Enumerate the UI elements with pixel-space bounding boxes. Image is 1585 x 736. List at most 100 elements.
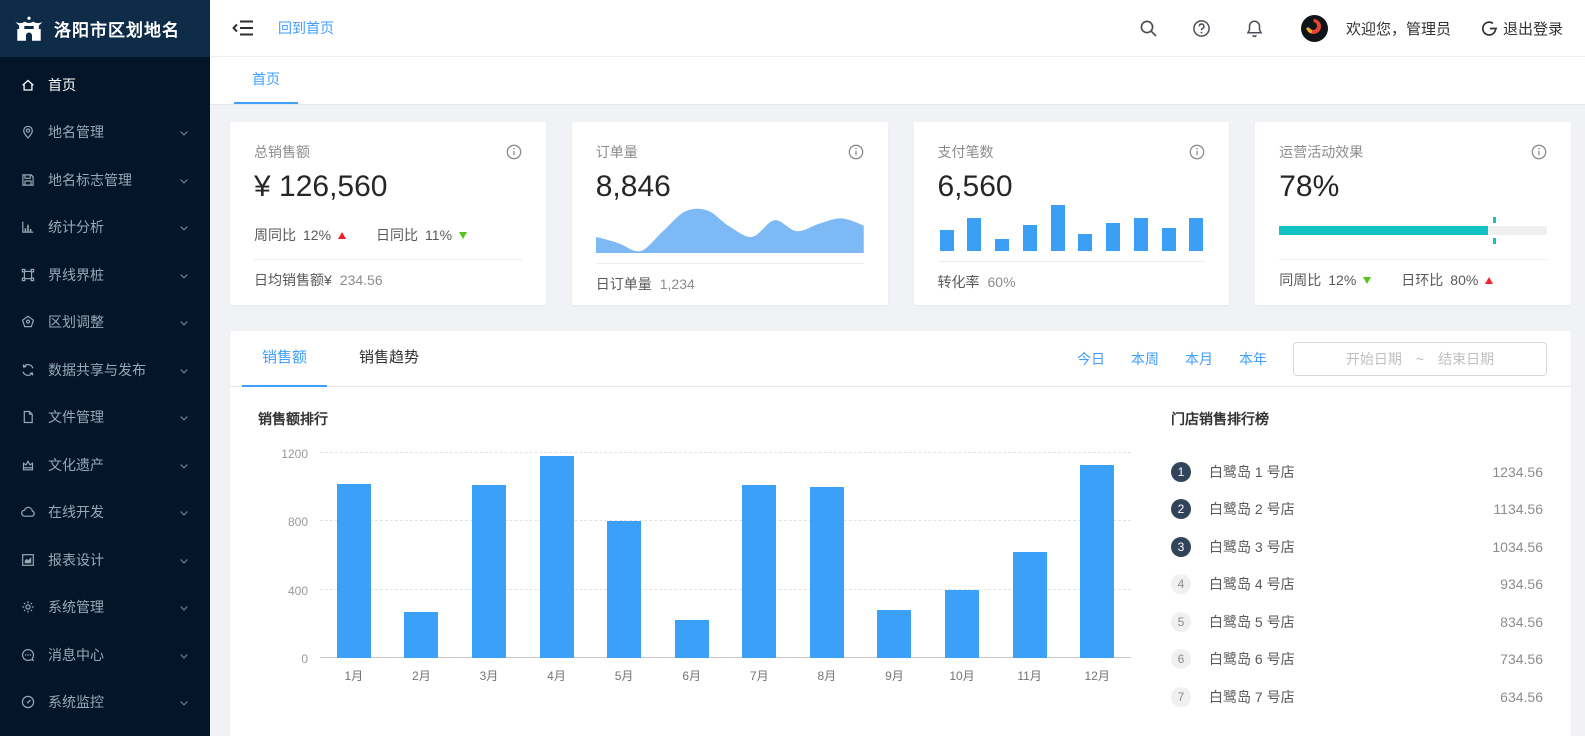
tab-home[interactable]: 首页 [234,57,298,104]
bar-2月 [404,611,439,658]
footer-label: 转化率 [937,274,980,290]
rank-row-1: 1 白鹭岛 1 号店 1234.56 [1171,453,1543,491]
rank-badge: 1 [1171,461,1191,482]
sidebar-menu: 首页地名管理 地名标志管理统计分析界线界桩 区划调整数据共享与发布文件管理文化遗产在… [0,57,210,736]
sidebar-item-pentagon[interactable]: 区划调整 [0,299,210,347]
tab-sales-trend[interactable]: 销售趋势 [359,348,420,366]
quick-link-本月[interactable]: 本月 [1185,350,1213,367]
sidebar-item-label: 在线开发 [48,504,104,521]
start-date-placeholder[interactable]: 开始日期 [1345,350,1402,367]
store-rank-list: 1 白鹭岛 1 号店 1234.56 2 白鹭岛 2 号店 1134.56 3 白鹭岛 3 号… [1171,453,1543,716]
chevron-down-icon [178,459,190,471]
sidebar-item-label: 首页 [48,76,76,93]
trend-label: 周同比 [254,227,296,243]
bar-slot [996,453,1064,658]
store-sales-value: 634.56 [1500,688,1543,705]
card-value: 6,560 [937,170,1013,203]
sidebar-item-gear[interactable]: 系统管理 [0,584,210,632]
store-name: 白鹭岛 2 号店 [1209,501,1295,518]
gridline: 800 [288,515,1131,529]
date-range-picker[interactable]: 开始日期 ~ 结束日期 [1293,341,1547,376]
bar-slot [523,453,591,658]
bar-slot [793,453,861,658]
topbar: 回到首页 欢迎您，管理员 [210,0,1585,57]
arrow-up-icon [338,231,347,239]
cloud-icon [20,504,36,520]
quick-link-本周[interactable]: 本周 [1131,350,1159,367]
quick-link-本年[interactable]: 本年 [1239,350,1267,367]
end-date-placeholder[interactable]: 结束日期 [1438,350,1495,367]
rank-badge: 2 [1171,499,1191,520]
card-footer: 转化率 60% [937,261,1206,292]
chevron-down-icon [178,221,190,233]
sidebar-item-label: 统计分析 [48,219,104,236]
x-tick-label: 9月 [885,669,904,683]
sidebar-item-save[interactable]: 地名标志管理 [0,156,210,204]
card-total-sales: 总销售额 ¥ 126,560 周同比 12% 日同比 11% 日均销售额¥ 234.5… [230,122,546,305]
stat-cards-row: 总销售额 ¥ 126,560 周同比 12% 日同比 11% 日均销售额¥ 234.5… [230,122,1571,305]
sidebar-item-file[interactable]: 文件管理 [0,394,210,442]
main-column: 回到首页 欢迎您，管理员 [210,0,1585,736]
info-icon[interactable] [1189,144,1205,160]
x-tick-label: 7月 [749,669,769,683]
search-icon[interactable] [1139,19,1158,38]
card-payments: 支付笔数 6,560 转化率 60% [913,122,1230,305]
sidebar-item-label: 文化遗产 [48,456,104,473]
date-range-separator: ~ [1415,350,1425,367]
card-footer: 日均销售额¥ 234.56 [254,259,522,290]
trend-row: 周同比 12% 日同比 11% [254,225,468,249]
sidebar-item-cloud[interactable]: 在线开发 [0,489,210,537]
x-tick-label: 10月 [949,669,975,683]
sidebar-item-home[interactable]: 首页 [0,61,210,109]
bar-slot [658,453,726,658]
sidebar-item-map-pin[interactable]: 地名管理 [0,109,210,157]
card-value: ¥ 126,560 [254,170,388,203]
bar-6月 [674,620,709,658]
payments-minibar-chart [938,205,1206,251]
info-icon[interactable] [848,144,864,160]
city-gate-icon [15,16,43,41]
logout-label: 退出登录 [1502,20,1563,38]
arrow-down-icon [1363,276,1372,284]
app-title: 洛阳市区划地名 [54,21,180,40]
campaign-progress-bar [1279,217,1547,249]
sidebar-item-message[interactable]: 消息中心 [0,631,210,679]
panel-controls: 今日 本周 本月 本年 开始日期 ~ 结束日期 [1077,341,1547,376]
page-tabs-bar: 首页 [210,57,1585,105]
gridline: 400 [288,584,1131,598]
sidebar-item-monitor[interactable]: 系统监控 [0,679,210,727]
bar-8月 [809,487,844,658]
trend-label: 日环比 [1401,272,1444,288]
tab-sales-amount[interactable]: 销售额 [242,331,328,387]
sidebar-item-report[interactable]: 报表设计 [0,536,210,584]
help-icon[interactable] [1192,19,1211,38]
rank-row-4: 4 白鹭岛 4 号店 934.56 [1171,566,1543,604]
info-icon[interactable] [506,144,522,160]
mini-bar [995,239,1009,251]
bar-slot [861,453,929,658]
bar-slot [455,453,523,658]
card-title: 支付笔数 [937,144,994,160]
sidebar-item-boundary[interactable]: 界线界桩 [0,251,210,299]
sidebar-collapse-icon[interactable] [232,17,254,39]
sidebar-item-heritage[interactable]: 文化遗产 [0,441,210,489]
card-orders: 订单量 8,846 日订单量 1,234 [571,122,888,305]
footer-value: 1,234 [659,276,695,292]
sales-bar-chart: 0 400 800 1200 1月 2月 3月 4月 5月 6月 7月 8月 9月 10月 11月 12月 [258,447,1141,684]
bell-icon[interactable] [1245,19,1264,38]
back-home-link[interactable]: 回到首页 [278,20,334,36]
quick-link-今日[interactable]: 今日 [1077,350,1105,367]
y-tick-label: 400 [287,583,308,598]
info-icon[interactable] [1531,144,1547,160]
sidebar-item-bar-chart[interactable]: 统计分析 [0,204,210,252]
rank-badge: 7 [1171,686,1191,707]
logout-button[interactable]: 退出登录 [1481,18,1563,39]
chevron-down-icon [178,411,190,423]
arrow-down-icon [459,231,468,239]
sidebar-item-label: 数据共享与发布 [48,361,146,378]
pentagon-icon [20,314,36,330]
sidebar-item-sync[interactable]: 数据共享与发布 [0,346,210,394]
monitor-icon [20,694,36,710]
card-title: 总销售额 [254,144,310,160]
gear-icon [20,599,36,615]
